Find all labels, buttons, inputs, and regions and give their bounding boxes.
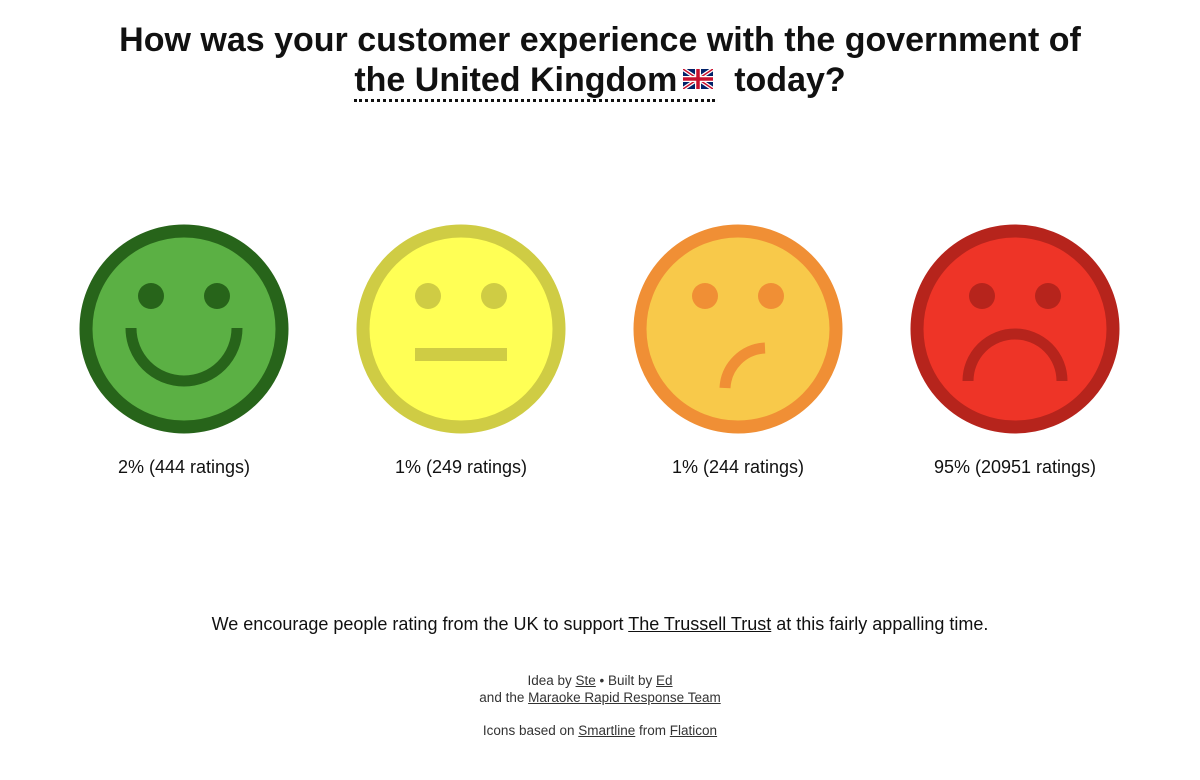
- uk-flag-icon: [683, 69, 714, 90]
- credits-text: Icons based on: [482, 723, 579, 738]
- credits-line-idea: Idea by Ste • Built by Ed: [0, 672, 1200, 689]
- credits-line-team: and the Maraoke Rapid Response Team: [0, 689, 1200, 706]
- credits-line-icons: Icons based on Smartline from Flaticon: [0, 722, 1200, 739]
- rating-option-neutral[interactable]: 1% (249 ratings): [331, 224, 591, 478]
- country-link[interactable]: the United Kingdom: [354, 61, 716, 102]
- encourage-message: We encourage people rating from the UK t…: [0, 612, 1200, 636]
- neutral-face-icon: [356, 224, 566, 434]
- question-suffix: today?: [734, 61, 846, 99]
- rating-label: 1% (249 ratings): [394, 457, 528, 477]
- flaticon-link[interactable]: Flaticon: [669, 723, 718, 738]
- rating-label: 1% (244 ratings): [671, 457, 805, 477]
- credits-text: from: [635, 723, 670, 738]
- credits-text: and the: [479, 690, 529, 705]
- rating-faces: 2% (444 ratings) 1% (249 ratings) 1% (24…: [0, 224, 1200, 484]
- ste-link[interactable]: Ste: [575, 673, 596, 688]
- rating-option-sad[interactable]: 95% (20951 ratings): [885, 224, 1145, 478]
- country-label: the United Kingdom: [354, 61, 678, 99]
- happy-face-icon: [79, 224, 289, 434]
- question-line1: How was your customer experience with th…: [119, 21, 1081, 59]
- credits-spacer: [0, 706, 1200, 722]
- rating-label: 2% (444 ratings): [117, 457, 251, 477]
- maraoke-team-link[interactable]: Maraoke Rapid Response Team: [528, 690, 721, 705]
- rating-label: 95% (20951 ratings): [933, 457, 1097, 477]
- encourage-text-end: at this fairly appalling time.: [771, 614, 989, 634]
- smartline-link[interactable]: Smartline: [578, 723, 636, 738]
- rating-option-confused[interactable]: 1% (244 ratings): [608, 224, 868, 478]
- credits-text: Idea by: [527, 673, 576, 688]
- ed-link[interactable]: Ed: [656, 673, 673, 688]
- credits: Idea by Ste • Built by Ed and the Maraok…: [0, 672, 1200, 739]
- credits-text: • Built by: [595, 673, 657, 688]
- rating-option-happy[interactable]: 2% (444 ratings): [54, 224, 314, 478]
- sad-face-icon: [910, 224, 1120, 434]
- confused-face-icon: [633, 224, 843, 434]
- trussell-trust-link[interactable]: The Trussell Trust: [628, 614, 772, 634]
- encourage-text: We encourage people rating from the UK t…: [211, 614, 629, 634]
- page-title: How was your customer experience with th…: [0, 20, 1200, 102]
